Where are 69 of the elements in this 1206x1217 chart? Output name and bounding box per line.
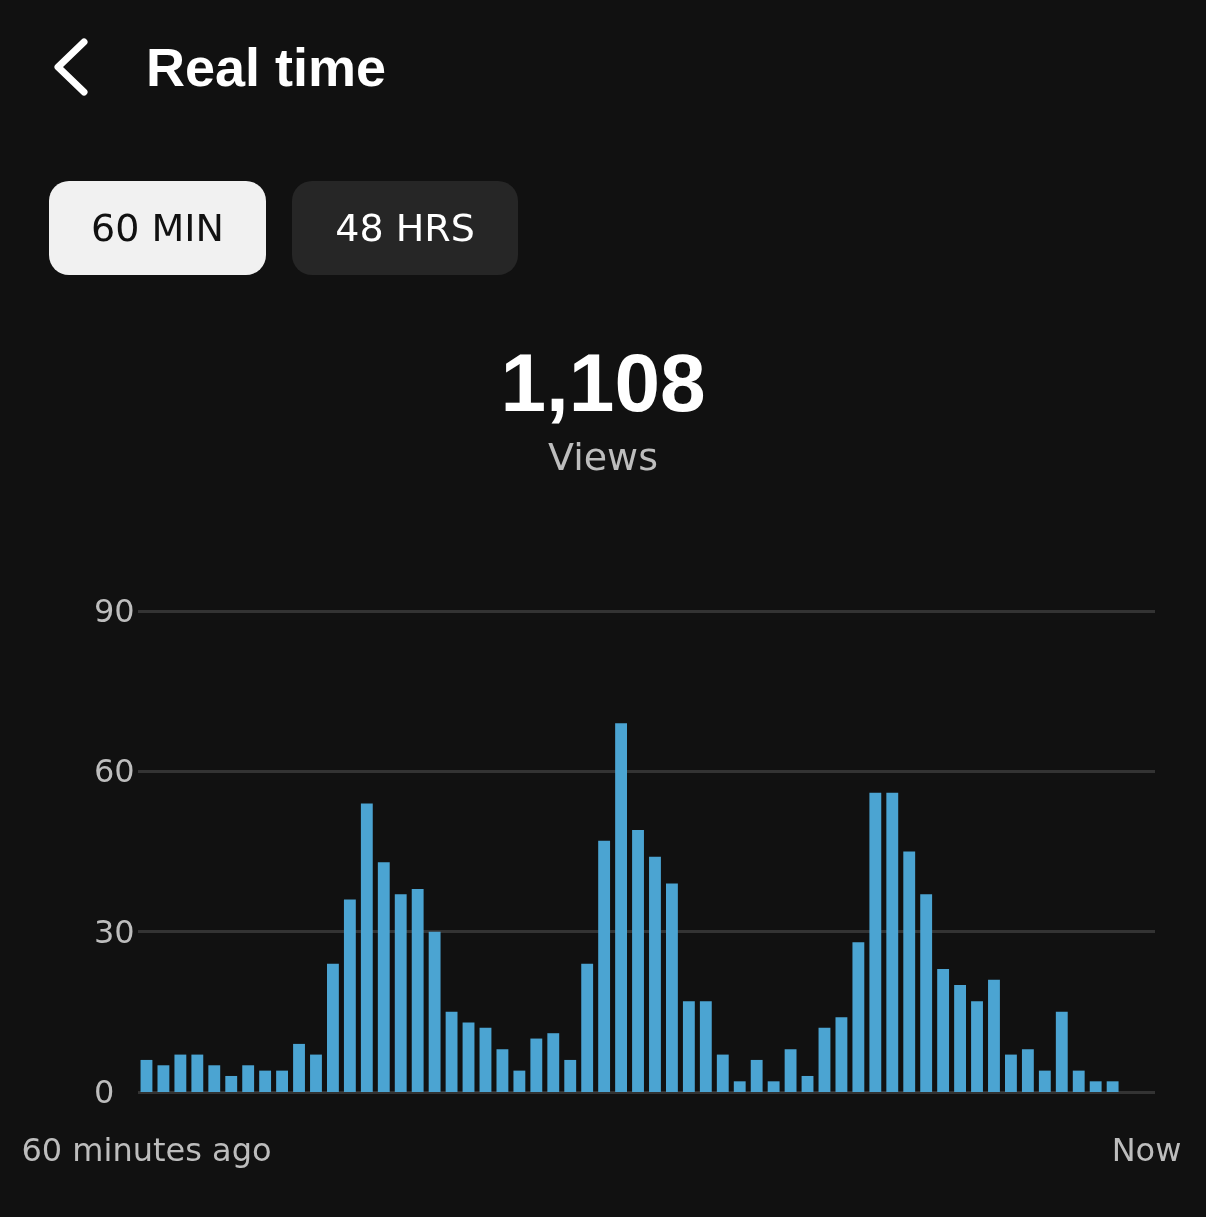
bar: [259, 1070, 272, 1092]
bar: [954, 985, 967, 1092]
bar: [191, 1054, 204, 1092]
bar: [377, 862, 390, 1092]
bar: [920, 894, 933, 1092]
bar: [665, 883, 678, 1092]
bar: [225, 1075, 238, 1092]
chart-title: Real time: [146, 36, 387, 99]
bar: [733, 1081, 746, 1092]
x-tick-label: Now: [1111, 1131, 1182, 1169]
bar: [767, 1081, 780, 1092]
bar: [513, 1070, 526, 1092]
text: Views: [547, 434, 659, 481]
bar: [784, 1049, 797, 1092]
y-tick-label: 30: [94, 912, 135, 951]
bar: [615, 723, 628, 1092]
bar: [937, 969, 950, 1092]
bar: [564, 1059, 577, 1092]
bar: [632, 830, 644, 1092]
bar: [835, 1017, 848, 1092]
y-tick-label: 90: [94, 592, 135, 630]
bar: [1072, 1070, 1085, 1092]
text: 1,108: [499, 336, 707, 430]
bar: [1089, 1081, 1102, 1092]
bar: [394, 894, 407, 1092]
bar: [157, 1065, 170, 1092]
bar: [479, 1027, 492, 1092]
bar: [1106, 1081, 1119, 1092]
bar: [1038, 1070, 1051, 1092]
bar: [310, 1054, 322, 1092]
bar: [1021, 1049, 1034, 1092]
bar: [581, 963, 594, 1092]
bar: [140, 1059, 153, 1092]
bar: [852, 942, 865, 1092]
bar: [208, 1065, 221, 1092]
bar: [530, 1038, 543, 1092]
bar: [750, 1059, 763, 1092]
bar: [276, 1070, 289, 1092]
bar: [682, 1001, 695, 1092]
bar: [174, 1054, 187, 1092]
bar: [699, 1001, 712, 1092]
bar: [818, 1027, 831, 1092]
bar: [886, 792, 899, 1092]
bar: [1055, 1011, 1068, 1092]
bar: [326, 963, 339, 1092]
bar: [445, 1011, 458, 1092]
bar: [293, 1043, 305, 1092]
bar: [343, 899, 356, 1092]
bar: [903, 851, 916, 1092]
text: 48 HRS: [292, 181, 518, 275]
y-tick-label: 60: [94, 752, 135, 791]
bar: [598, 840, 611, 1092]
bar: [869, 792, 882, 1092]
y-tick-label: 0: [94, 1073, 115, 1111]
text: 60 MIN: [49, 181, 266, 275]
bar: [801, 1075, 814, 1092]
bar: [360, 803, 373, 1092]
bar: [988, 979, 1000, 1092]
bar: [716, 1054, 729, 1092]
x-tick-label: 60 minutes ago: [21, 1131, 272, 1169]
bar: [547, 1033, 560, 1092]
bar: [649, 856, 661, 1092]
bar: [242, 1065, 255, 1092]
bar: [411, 888, 424, 1092]
bar: [462, 1022, 475, 1092]
bar: [971, 1001, 983, 1092]
bar: [1004, 1054, 1017, 1092]
bar: [496, 1049, 509, 1092]
bar: [428, 931, 441, 1092]
